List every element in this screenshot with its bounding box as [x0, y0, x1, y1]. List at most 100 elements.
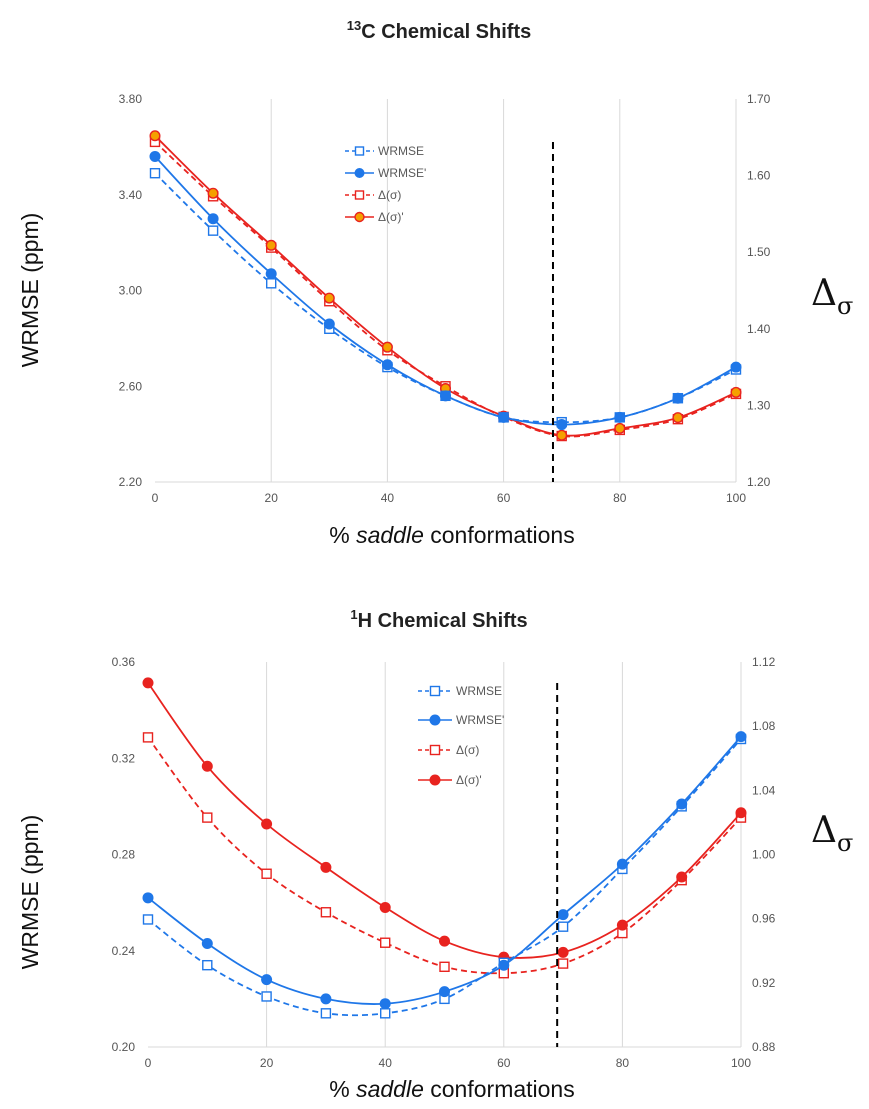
- y-tick-label: 2.60: [119, 379, 143, 393]
- legend-item-wrmse: WRMSE: [345, 144, 424, 158]
- legend: WRMSE WRMSE' Δ(σ) Δ(σ)': [418, 684, 504, 787]
- y2-tick-label: 1.30: [747, 398, 771, 412]
- chart-1h: 1H Chemical Shifts 0.200.240.280.320.36 …: [17, 607, 853, 1102]
- data-point: [616, 858, 628, 870]
- y-tick-labels: 2.20 2.60 3.00 3.40 3.80: [119, 92, 143, 489]
- data-point: [556, 419, 568, 431]
- legend-item-delta-sigma-prime: Δ(σ)': [345, 210, 404, 224]
- data-point: [381, 341, 393, 353]
- data-point: [730, 361, 742, 373]
- x-tick-label: 20: [265, 491, 279, 505]
- y2-axis-title: Δσ: [811, 810, 853, 857]
- y2-tick-label: 0.96: [752, 912, 776, 926]
- x-axis-title: % saddle conformations: [329, 1076, 574, 1102]
- y2-tick-label: 1.70: [747, 92, 771, 106]
- series-line: [147, 736, 742, 1005]
- data-point: [149, 168, 161, 179]
- legend-label: WRMSE: [456, 684, 502, 698]
- data-point: [439, 986, 450, 998]
- data-point: [730, 386, 742, 398]
- legend-label: Δ(σ): [456, 743, 479, 757]
- data-point: [676, 798, 688, 810]
- legend-item-wrmse-prime: WRMSE': [418, 713, 504, 727]
- y2-axis-title-main: Δ: [811, 273, 837, 314]
- series-line: [154, 155, 737, 426]
- y2-tick-label: 1.12: [752, 655, 776, 669]
- y-tick-label: 0.20: [112, 1040, 136, 1054]
- legend-label: Δ(σ)': [378, 210, 404, 224]
- data-point: [266, 278, 277, 289]
- title-superscript: 13: [347, 18, 361, 33]
- y2-tick-label: 1.50: [747, 245, 771, 259]
- data-point: [142, 677, 154, 689]
- title-text: C Chemical Shifts: [361, 21, 531, 43]
- data-point: [557, 946, 569, 958]
- data-point: [201, 938, 213, 950]
- x-tick-label: 80: [613, 491, 627, 505]
- legend-item-delta-sigma: Δ(σ): [345, 188, 401, 202]
- y-tick-label: 0.28: [112, 848, 136, 862]
- data-point: [498, 411, 510, 423]
- data-point: [320, 861, 332, 873]
- y-tick-label: 3.40: [119, 188, 143, 202]
- data-point: [439, 935, 450, 947]
- data-point: [380, 937, 391, 948]
- data-point: [439, 961, 450, 972]
- y-tick-label: 0.32: [112, 751, 136, 765]
- data-point: [735, 731, 747, 743]
- series: [149, 130, 742, 442]
- y2-tick-label: 1.40: [747, 322, 771, 336]
- x-tick-label: 0: [145, 1056, 152, 1070]
- data-point: [323, 292, 335, 304]
- x-tick-label: 100: [726, 491, 746, 505]
- series-line: [154, 141, 737, 438]
- x-tick-label: 100: [731, 1056, 751, 1070]
- y2-tick-label: 1.04: [752, 783, 776, 797]
- y2-tick-labels: 1.20 1.30 1.40 1.50 1.60 1.70: [747, 92, 771, 489]
- x-tick-label: 40: [381, 491, 395, 505]
- y2-tick-label: 1.00: [752, 848, 776, 862]
- x-tick-label: 40: [379, 1056, 393, 1070]
- legend-item-delta-sigma-prime: Δ(σ)': [418, 773, 482, 787]
- chart-title: 13C Chemical Shifts: [347, 18, 532, 43]
- x-axis-title: % saddle conformations: [329, 522, 574, 548]
- x-tick-label: 80: [616, 1056, 630, 1070]
- data-point: [142, 892, 154, 904]
- data-point: [261, 991, 272, 1002]
- data-point: [207, 225, 219, 236]
- y2-axis-title-sub: σ: [837, 829, 853, 857]
- series-line: [154, 135, 737, 437]
- legend-label: Δ(σ)': [456, 773, 482, 787]
- series-line: [147, 738, 742, 1017]
- data-point: [440, 390, 451, 402]
- y2-tick-label: 1.08: [752, 719, 776, 733]
- chart-13c: 13C Chemical Shifts 2.20 2.60 3.00 3.40 3.80…: [17, 18, 853, 548]
- y-axis-title: WRMSE (ppm): [17, 213, 43, 368]
- data-point: [380, 1008, 391, 1019]
- y-tick-label: 0.24: [112, 944, 136, 958]
- data-point: [320, 1008, 332, 1019]
- y2-axis-title-main: Δ: [811, 810, 837, 851]
- series: [142, 677, 747, 1019]
- legend-label: WRMSE: [378, 144, 424, 158]
- data-point: [498, 959, 510, 971]
- data-point: [381, 359, 393, 371]
- data-point: [261, 818, 273, 830]
- y-axis-title: WRMSE (ppm): [17, 815, 43, 970]
- data-point: [735, 807, 747, 819]
- x-tick-labels: 0 20 40 60 80 100: [145, 1056, 752, 1070]
- data-point: [557, 958, 569, 969]
- data-point: [261, 868, 272, 879]
- legend-item-wrmse-prime: WRMSE': [345, 166, 426, 180]
- data-point: [672, 412, 684, 424]
- series-Δ(σ)': [142, 677, 747, 963]
- data-point: [320, 993, 332, 1005]
- data-point: [201, 760, 213, 772]
- y2-axis-title-sub: σ: [837, 292, 853, 320]
- legend-label: WRMSE': [456, 713, 504, 727]
- chart-title: 1H Chemical Shifts: [350, 607, 527, 632]
- legend-item-wrmse: WRMSE: [418, 684, 502, 698]
- series-line: [147, 682, 742, 959]
- series-WRMSE': [149, 150, 742, 431]
